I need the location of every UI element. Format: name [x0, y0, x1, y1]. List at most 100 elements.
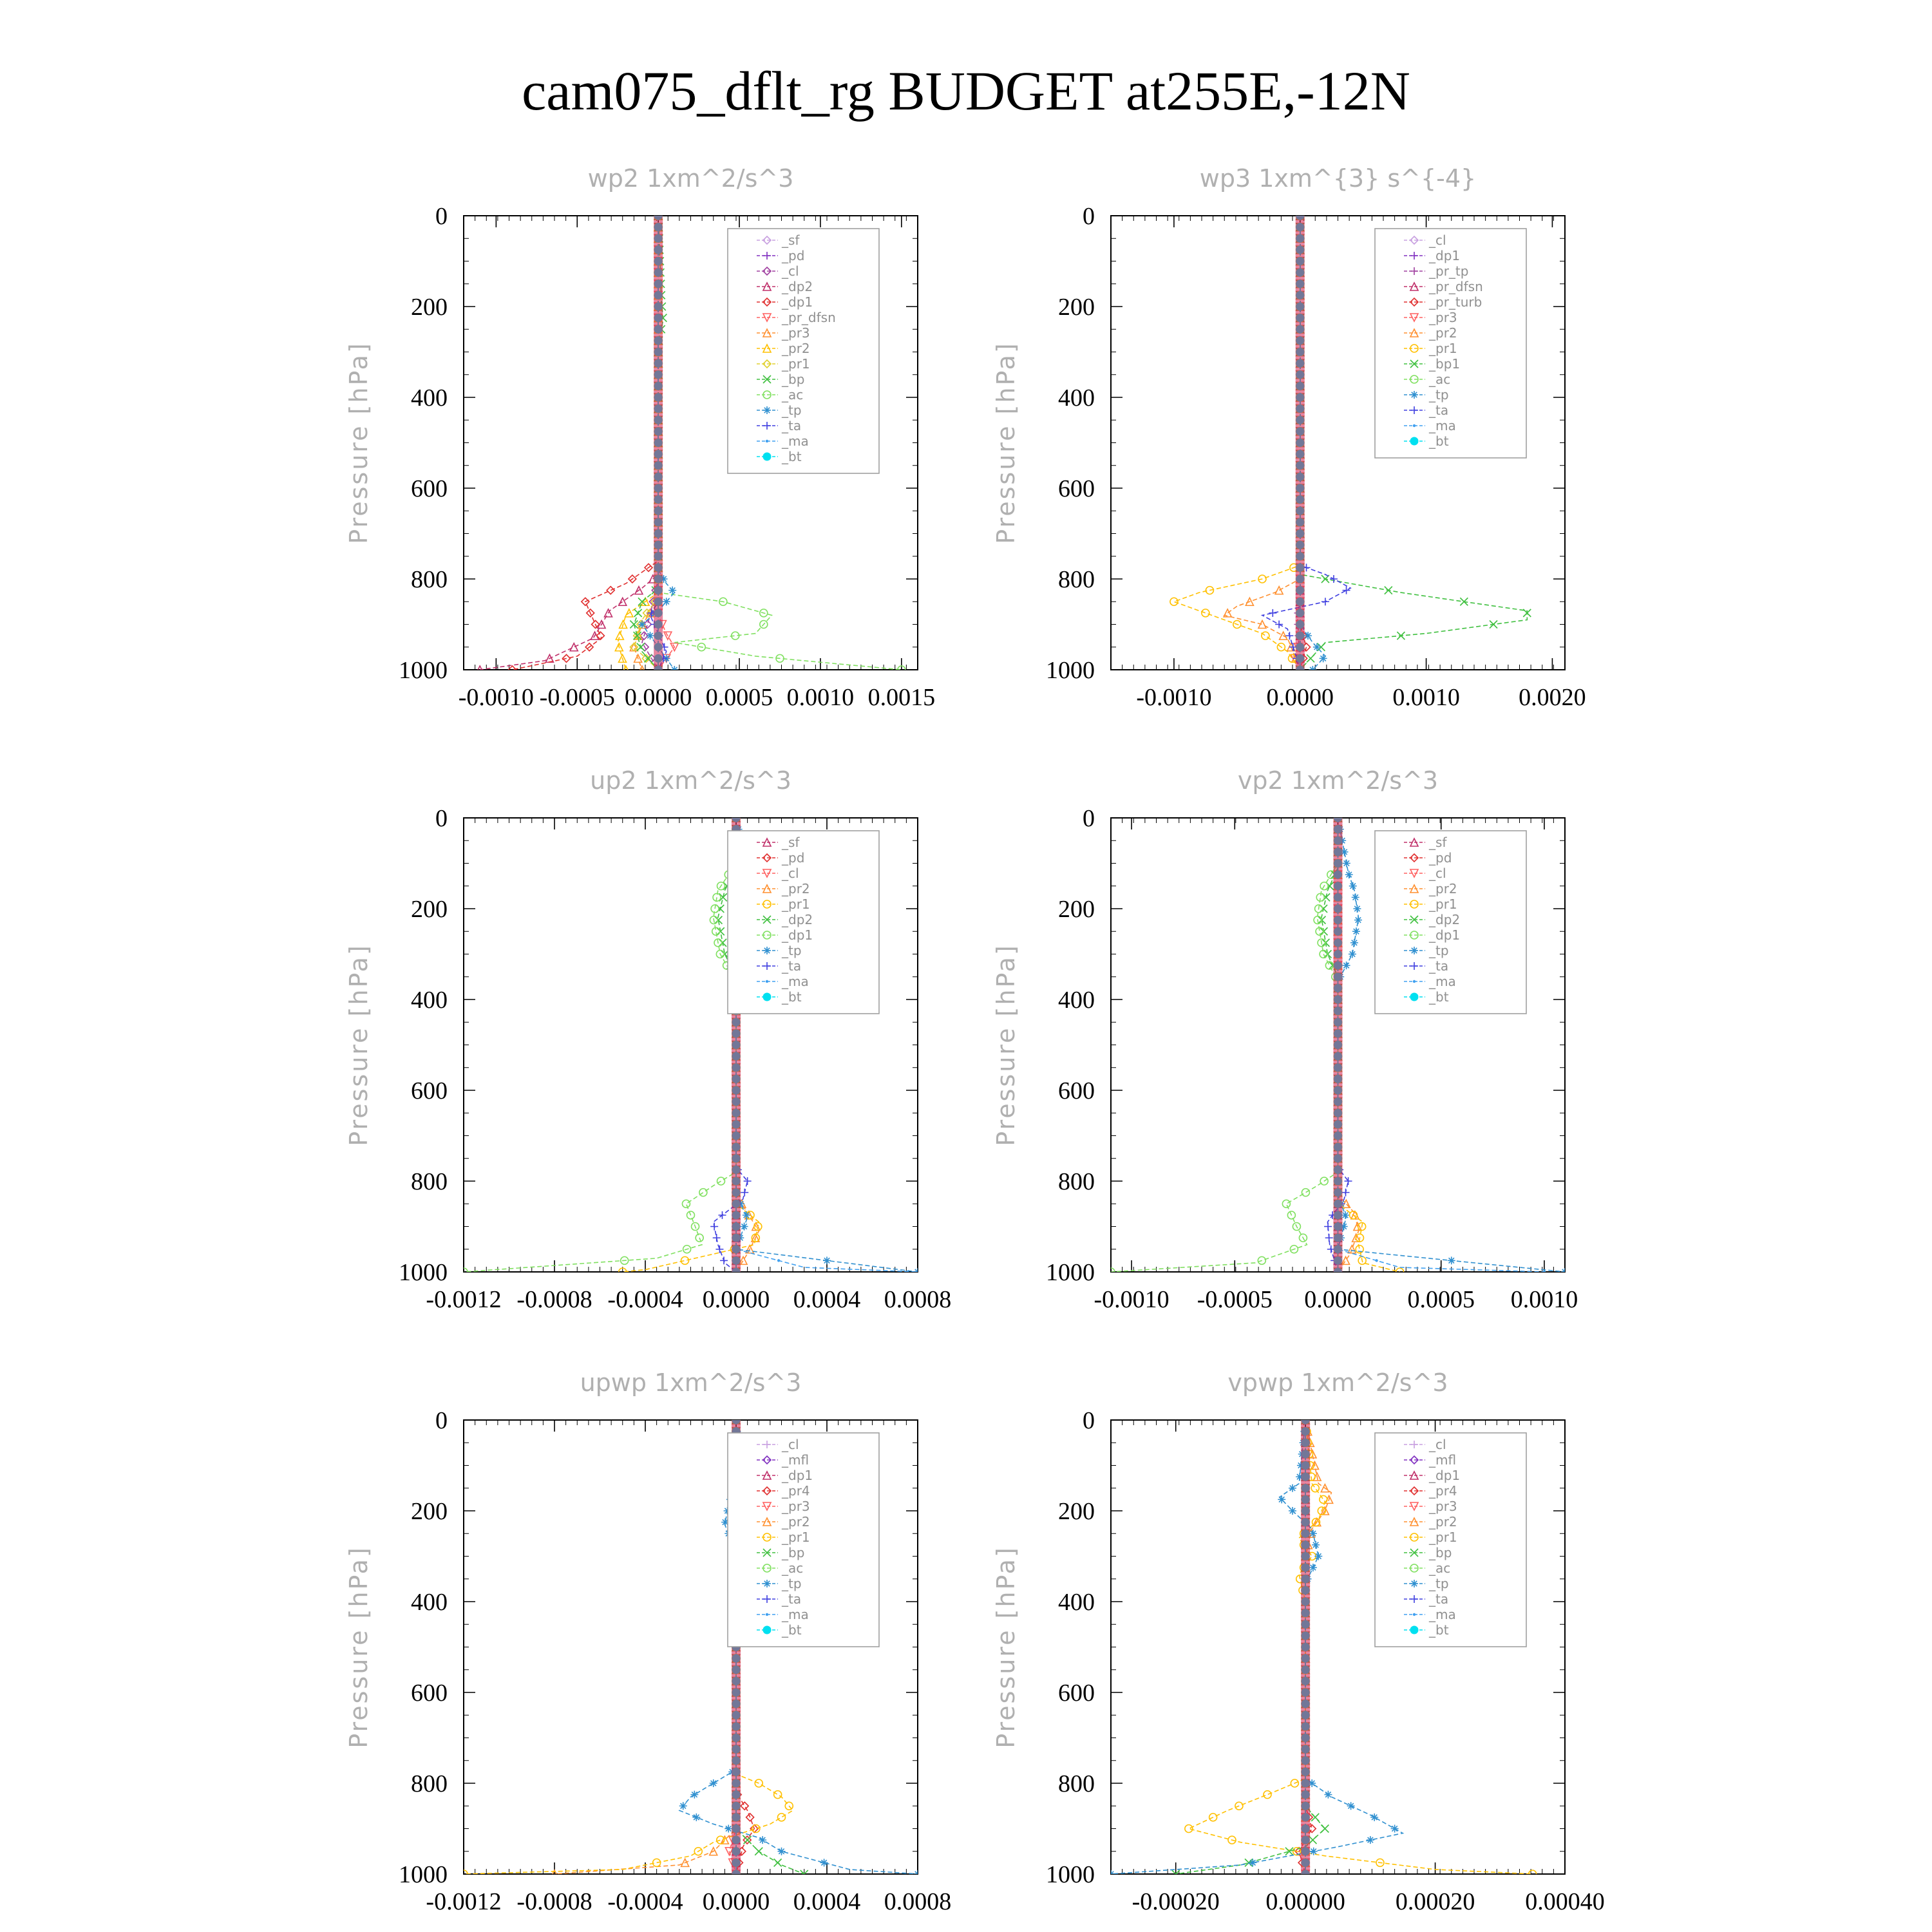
x-tick-label: -0.0010	[459, 684, 534, 711]
y-tick-label: 200	[1058, 896, 1095, 923]
data-point	[1309, 1530, 1317, 1538]
data-point	[643, 563, 654, 573]
data-point	[624, 608, 634, 618]
legend-marker	[1409, 869, 1419, 878]
data-point	[699, 1188, 708, 1197]
chart-panel: vpwp 1xm^2/s^3 Pressure [hPa] 0 200 400 600 80…	[992, 1368, 1605, 1915]
x-tick-label: 0.00020	[1396, 1888, 1475, 1915]
legend-marker	[1409, 281, 1419, 291]
data-point	[1205, 585, 1215, 595]
data-point	[643, 620, 652, 629]
legend-entry: _pr3	[1428, 310, 1457, 325]
legend-marker	[763, 422, 771, 430]
data-point	[1447, 1256, 1455, 1265]
data-point	[580, 597, 590, 607]
legend-entry: _pr4	[781, 1483, 810, 1499]
data-point	[1292, 1846, 1302, 1856]
data-point	[730, 631, 740, 640]
y-tick-label: 0	[435, 805, 448, 832]
data-point	[663, 631, 673, 641]
data-point	[1341, 1255, 1350, 1265]
panel-title: vpwp 1xm^2/s^3	[1227, 1368, 1448, 1397]
legend-entry: _sf	[1428, 835, 1447, 850]
y-tick-label: 0	[1083, 805, 1095, 832]
data-point	[1292, 1222, 1302, 1231]
data-point	[668, 586, 677, 594]
legend-entry: _mfl	[781, 1452, 809, 1468]
data-point	[641, 654, 651, 663]
legend-box	[1374, 228, 1527, 459]
data-point	[1542, 1270, 1546, 1272]
data-point	[1245, 596, 1255, 607]
data-point	[634, 585, 644, 595]
y-tick-label: 0	[435, 1407, 448, 1434]
data-point	[1350, 938, 1358, 947]
legend-entry: _ta	[781, 1591, 801, 1607]
legend-entry: _dp1	[1428, 1468, 1460, 1483]
plot-area	[1111, 1420, 1537, 1874]
data-point	[680, 1256, 690, 1265]
y-tick-label: 400	[1058, 384, 1095, 412]
legend-marker	[1410, 1625, 1419, 1634]
x-tick-label: 0.0010	[787, 684, 855, 711]
data-point	[715, 949, 725, 959]
legend-marker	[1410, 252, 1418, 260]
y-axis-label: Pressure [hPa]	[992, 943, 1020, 1146]
legend-marker	[762, 992, 772, 1001]
data-point	[718, 1211, 726, 1219]
data-point	[1276, 642, 1286, 652]
x-tick-label: 0.00040	[1525, 1888, 1605, 1915]
data-point	[720, 1835, 730, 1844]
legend-marker	[1410, 391, 1418, 399]
x-tick-label: -0.0012	[426, 1888, 501, 1915]
data-point	[773, 1790, 782, 1799]
x-tick-label: 0.0015	[868, 684, 936, 711]
data-point	[1357, 1222, 1367, 1231]
data-point	[659, 575, 668, 583]
data-point	[716, 881, 726, 891]
data-point	[585, 642, 594, 652]
data-point	[1222, 608, 1233, 618]
legend-entry: _dp1	[781, 1468, 813, 1483]
plot-area	[477, 216, 906, 670]
data-point	[1311, 1517, 1321, 1527]
data-point	[652, 1858, 661, 1868]
legend-marker	[762, 1564, 772, 1573]
legend-marker	[1409, 313, 1419, 323]
data-point	[695, 1233, 704, 1242]
data-point	[1275, 620, 1283, 629]
data-point	[1348, 950, 1356, 958]
data-point	[633, 653, 643, 663]
legend: _cl_mfl_dp1_pr4_pr3_pr2_pr1_bp_ac_tp_ta_…	[1374, 1432, 1527, 1647]
data-point	[1349, 882, 1357, 890]
data-point	[596, 630, 605, 641]
data-point	[1347, 1802, 1355, 1810]
data-point	[709, 915, 719, 925]
data-point	[716, 1177, 726, 1186]
legend-marker	[762, 837, 772, 847]
data-point	[681, 1199, 691, 1209]
data-point	[773, 1858, 782, 1867]
x-tick-label: 0.0000	[1267, 684, 1334, 711]
y-tick-label: 400	[1058, 987, 1095, 1014]
legend-entry: _ta	[781, 958, 801, 974]
data-point	[823, 1256, 831, 1265]
data-point	[1208, 1813, 1218, 1822]
legend-marker	[762, 1486, 772, 1496]
y-tick-label: 600	[1058, 475, 1095, 502]
y-tick-label: 600	[411, 1077, 448, 1104]
data-point	[1396, 631, 1405, 640]
data-point	[752, 1824, 761, 1833]
legend-entry: _ma	[781, 1607, 809, 1622]
y-tick-label: 0	[1083, 203, 1095, 230]
legend-entry: _mfl	[1428, 1452, 1456, 1468]
legend-marker	[1409, 853, 1419, 863]
data-point	[775, 654, 784, 663]
data-point	[1311, 1483, 1320, 1493]
data-point	[1355, 1244, 1364, 1254]
x-tick-label: -0.0012	[426, 1286, 501, 1313]
data-point	[1261, 631, 1270, 640]
legend-entry: _bt	[1428, 989, 1449, 1005]
data-point	[1315, 927, 1324, 936]
legend-entry: _pd	[781, 850, 804, 866]
